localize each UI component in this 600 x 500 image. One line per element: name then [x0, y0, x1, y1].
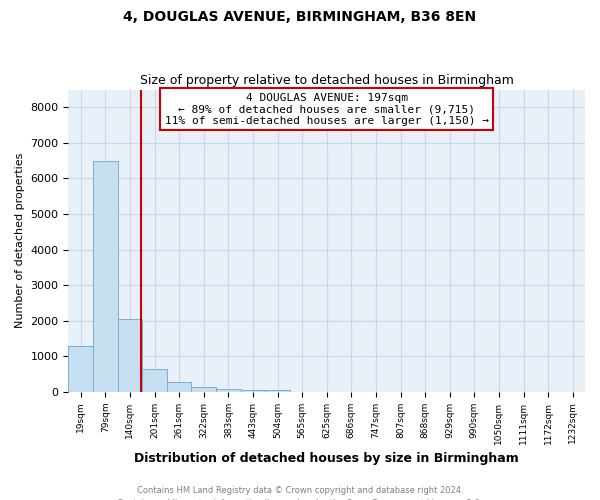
Text: 4 DOUGLAS AVENUE: 197sqm
← 89% of detached houses are smaller (9,715)
11% of sem: 4 DOUGLAS AVENUE: 197sqm ← 89% of detach…: [165, 92, 489, 126]
Text: Contains public sector information licensed under the Open Government Licence v3: Contains public sector information licen…: [118, 498, 482, 500]
Bar: [68, 346, 93, 392]
Bar: [142, 368, 167, 392]
Title: Size of property relative to detached houses in Birmingham: Size of property relative to detached ho…: [140, 74, 514, 87]
Text: 4, DOUGLAS AVENUE, BIRMINGHAM, B36 8EN: 4, DOUGLAS AVENUE, BIRMINGHAM, B36 8EN: [124, 10, 476, 24]
Bar: [241, 390, 265, 392]
Bar: [167, 382, 191, 392]
Bar: [93, 160, 118, 392]
Text: Contains HM Land Registry data © Crown copyright and database right 2024.: Contains HM Land Registry data © Crown c…: [137, 486, 463, 495]
Bar: [216, 389, 241, 392]
Bar: [191, 387, 216, 392]
Bar: [118, 319, 142, 392]
Y-axis label: Number of detached properties: Number of detached properties: [15, 153, 25, 328]
X-axis label: Distribution of detached houses by size in Birmingham: Distribution of detached houses by size …: [134, 452, 519, 465]
Bar: [265, 390, 290, 392]
